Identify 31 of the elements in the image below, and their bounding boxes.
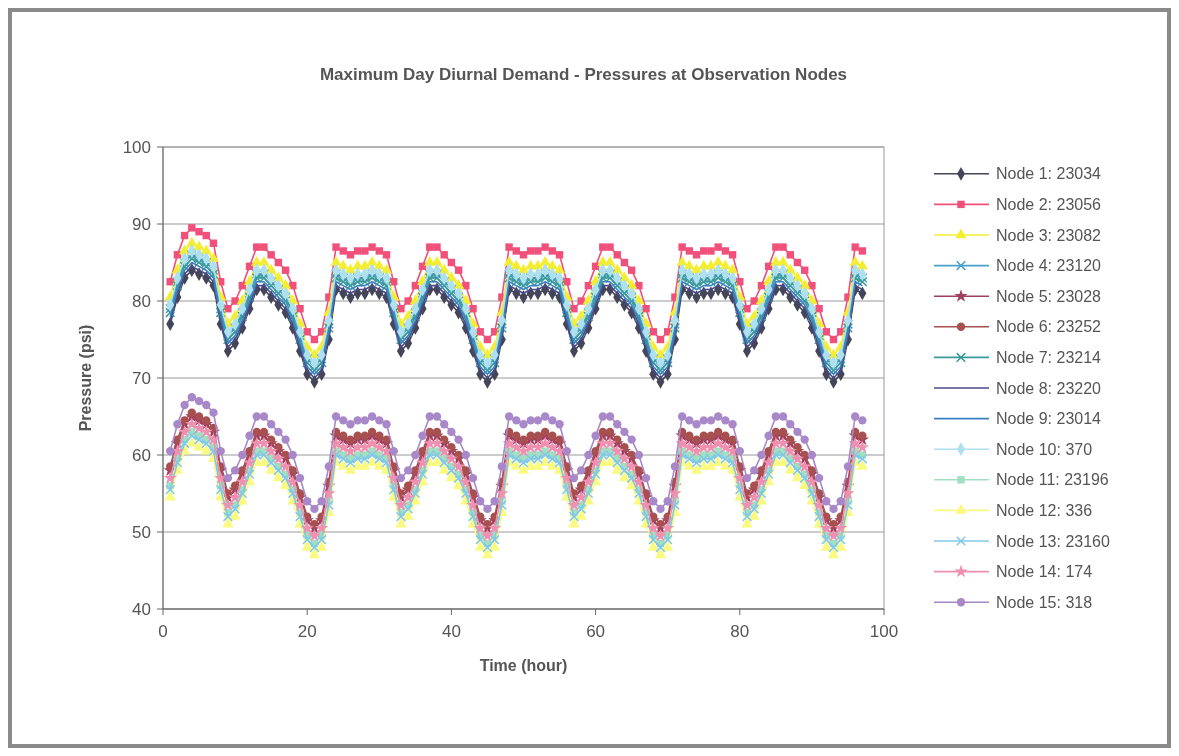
- legend-label: Node 14: 174: [996, 563, 1093, 581]
- legend-label: Node 15: 318: [996, 593, 1093, 611]
- x-axis-title: Time (hour): [479, 657, 568, 674]
- legend-label: Node 13: 23160: [996, 532, 1110, 550]
- legend-label: Node 3: 23082: [996, 226, 1102, 244]
- y-tick-label: 90: [132, 214, 151, 234]
- legend-label: Node 10: 370: [996, 440, 1093, 458]
- legend-label: Node 6: 23252: [996, 318, 1102, 336]
- x-tick-label: 60: [586, 622, 606, 641]
- x-tick-label: 40: [441, 622, 461, 641]
- legend-label: Node 9: 23014: [996, 410, 1102, 428]
- y-tick-label: 80: [132, 291, 151, 311]
- legend-label: Node 8: 23220: [996, 379, 1102, 397]
- y-tick-label: 70: [132, 368, 151, 388]
- chart-title: Maximum Day Diurnal Demand - Pressures at Observation Nodes: [319, 65, 848, 84]
- y-tick-label: 50: [132, 522, 151, 542]
- x-tick-label: 80: [730, 622, 750, 641]
- x-tick-label: 0: [158, 622, 168, 641]
- legend-label: Node 1: 23034: [996, 165, 1102, 183]
- y-tick-label: 40: [132, 599, 151, 619]
- legend-label: Node 7: 23214: [996, 349, 1102, 366]
- y-axis-title: Pressure (psi): [77, 324, 94, 432]
- x-tick-label: 20: [297, 622, 317, 641]
- legend-label: Node 5: 23028: [996, 287, 1102, 305]
- legend-label: Node 2: 23056: [996, 196, 1102, 213]
- y-tick-label: 100: [122, 137, 151, 157]
- y-tick-label: 60: [132, 445, 151, 465]
- legend-label: Node 4: 23120: [996, 257, 1102, 275]
- legend-label: Node 11: 23196: [996, 471, 1109, 489]
- legend-label: Node 12: 336: [996, 502, 1093, 519]
- x-tick-label: 100: [869, 622, 899, 641]
